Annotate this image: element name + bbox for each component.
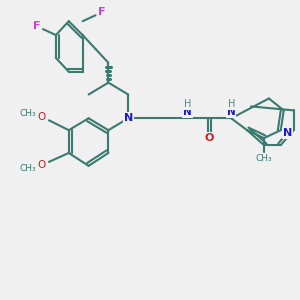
Text: O: O — [205, 133, 214, 143]
Text: H: H — [228, 99, 235, 110]
Text: CH₃: CH₃ — [20, 109, 37, 118]
Text: H: H — [184, 99, 191, 110]
Text: N: N — [124, 113, 133, 123]
Text: N: N — [183, 107, 192, 117]
Text: O: O — [37, 160, 45, 170]
Text: O: O — [37, 112, 45, 122]
Text: CH₃: CH₃ — [20, 164, 37, 173]
Text: N: N — [283, 128, 292, 138]
Text: F: F — [98, 7, 105, 17]
Text: CH₃: CH₃ — [256, 154, 272, 164]
Text: F: F — [33, 21, 41, 31]
Text: N: N — [227, 107, 236, 117]
